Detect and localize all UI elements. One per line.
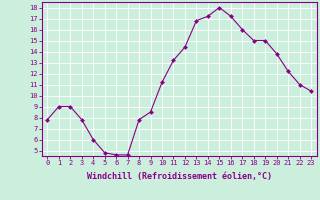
X-axis label: Windchill (Refroidissement éolien,°C): Windchill (Refroidissement éolien,°C) [87, 172, 272, 181]
